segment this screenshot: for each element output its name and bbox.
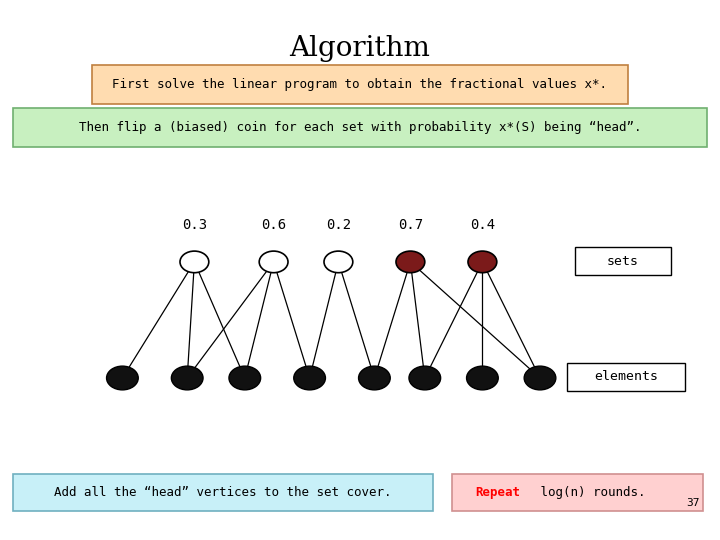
Circle shape [229,366,261,390]
Text: 0.6: 0.6 [261,218,286,232]
Circle shape [359,366,390,390]
Text: 0.2: 0.2 [326,218,351,232]
FancyBboxPatch shape [575,247,671,275]
FancyBboxPatch shape [13,108,707,147]
Text: 0.3: 0.3 [182,218,207,232]
Text: 0.7: 0.7 [398,218,423,232]
Circle shape [396,251,425,273]
Circle shape [467,366,498,390]
Text: Algorithm: Algorithm [289,35,431,62]
Circle shape [180,251,209,273]
FancyBboxPatch shape [567,363,685,391]
FancyBboxPatch shape [13,474,433,511]
Circle shape [171,366,203,390]
Text: 37: 37 [686,497,699,508]
FancyBboxPatch shape [92,65,628,104]
Circle shape [259,251,288,273]
Circle shape [524,366,556,390]
Text: elements: elements [595,370,658,383]
Circle shape [468,251,497,273]
Circle shape [107,366,138,390]
Text: Then flip a (biased) coin for each set with probability x*(S) being “head”.: Then flip a (biased) coin for each set w… [78,121,642,134]
Text: Repeat: Repeat [475,486,521,499]
Circle shape [294,366,325,390]
Text: First solve the linear program to obtain the fractional values x*.: First solve the linear program to obtain… [112,78,608,91]
Circle shape [409,366,441,390]
Text: sets: sets [607,255,639,268]
Text: log(n) rounds.: log(n) rounds. [533,486,645,499]
Text: Add all the “head” vertices to the set cover.: Add all the “head” vertices to the set c… [55,486,392,499]
FancyBboxPatch shape [452,474,703,511]
Text: 0.4: 0.4 [470,218,495,232]
Circle shape [324,251,353,273]
